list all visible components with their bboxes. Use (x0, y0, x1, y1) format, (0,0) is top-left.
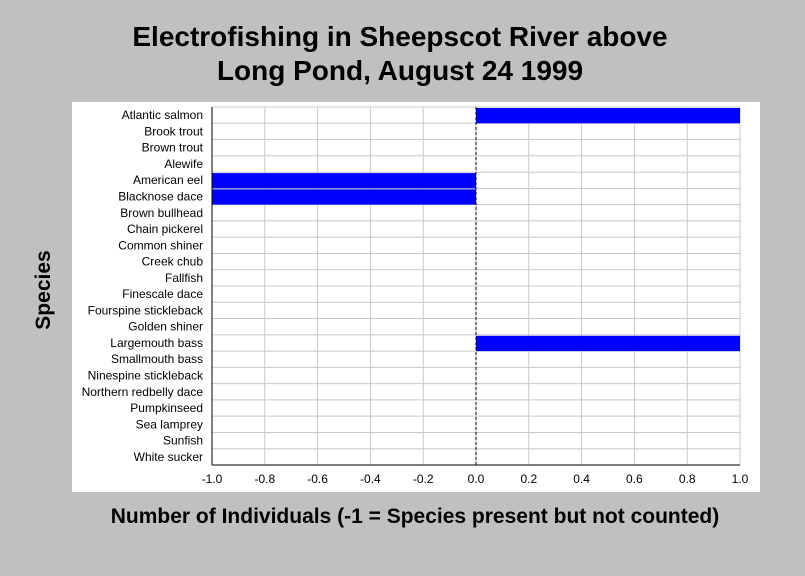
y-tick-label: Fallfish (165, 271, 203, 285)
y-tick-label: Brook trout (144, 124, 203, 138)
x-tick-label: 1.0 (732, 472, 749, 486)
bar-atlantic-salmon (476, 108, 740, 124)
y-tick-label: Golden shiner (128, 320, 203, 334)
x-tick-label: -0.6 (307, 472, 328, 486)
x-tick-label: 0.0 (468, 472, 485, 486)
chart-title-line-1: Electrofishing in Sheepscot River above (132, 21, 668, 52)
y-tick-label: Brown bullhead (120, 206, 203, 220)
y-tick-label: Fourspine stickleback (88, 303, 204, 317)
chart-title-line-2: Long Pond, August 24 1999 (216, 55, 584, 86)
x-tick-label: -0.4 (360, 472, 381, 486)
bar-american-eel (212, 173, 476, 189)
y-tick-label: Pumpkinseed (130, 401, 203, 415)
y-tick-label: Sea lamprey (136, 417, 203, 431)
y-tick-label: Sunfish (163, 434, 203, 448)
x-tick-label: 0.6 (626, 472, 643, 486)
y-tick-label: Chain pickerel (127, 222, 203, 236)
y-tick-label: Creek chub (142, 255, 204, 269)
bar-blacknose-dace (212, 189, 476, 205)
x-tick-label: 0.8 (679, 472, 696, 486)
y-tick-label: Common shiner (118, 238, 203, 252)
y-tick-label: Alewife (164, 157, 203, 171)
x-tick-label: -0.2 (413, 472, 434, 486)
chart-title: Electrofishing in Sheepscot River above … (0, 20, 800, 88)
y-tick-label: American eel (133, 173, 203, 187)
y-axis-label: Species (32, 250, 55, 330)
x-tick-label: 0.2 (520, 472, 537, 486)
chart-panel: Atlantic salmon Brook trout Brown trout Ale… (72, 102, 760, 492)
y-tick-label: Smallmouth bass (111, 352, 203, 366)
y-tick-label: Northern redbelly dace (82, 385, 204, 399)
bar-chart: Atlantic salmon Brook trout Brown trout Ale… (82, 106, 749, 486)
bar-largemouth-bass (476, 335, 740, 352)
y-tick-label: Blacknose dace (118, 190, 203, 204)
y-tick-label: Brown trout (142, 141, 204, 155)
x-tick-label: -0.8 (254, 472, 275, 486)
x-axis-label: Number of Individuals (-1 = Species pres… (110, 505, 720, 528)
x-tick-label: -1.0 (202, 472, 223, 486)
y-tick-label: Atlantic salmon (122, 108, 203, 122)
y-tick-label: White sucker (134, 450, 203, 464)
y-tick-label: Finescale dace (122, 287, 203, 301)
y-tick-label: Ninespine stickleback (88, 369, 204, 383)
x-tick-label: 0.4 (573, 472, 590, 486)
y-tick-label: Largemouth bass (110, 336, 203, 350)
